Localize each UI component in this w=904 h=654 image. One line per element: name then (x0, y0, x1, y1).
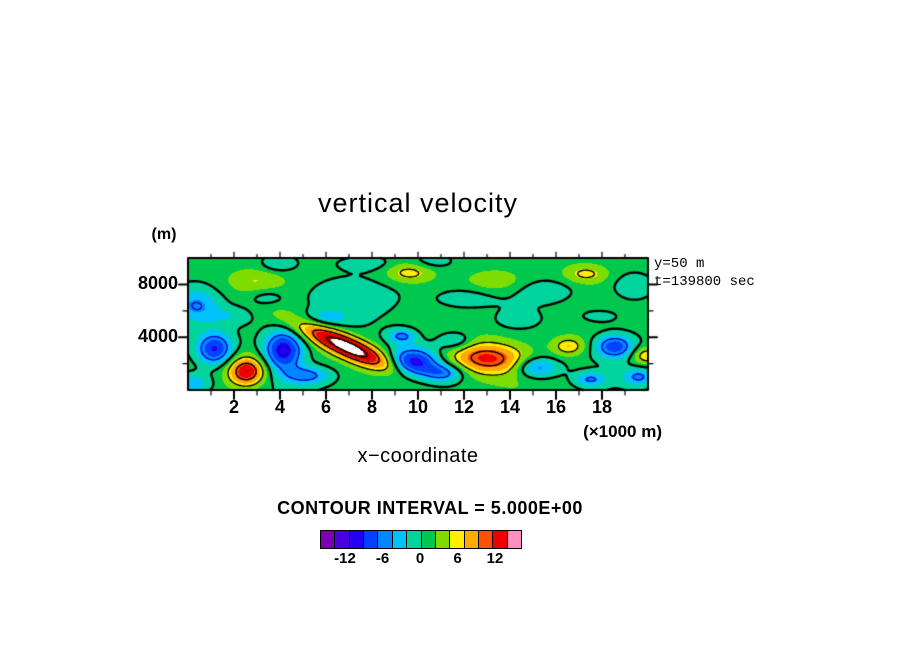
colorbar-cell (321, 531, 336, 548)
x-axis-title: x−coordinate (357, 445, 479, 467)
annotation-y-slice: y=50 m (654, 256, 705, 272)
colorbar-tick-label: 6 (453, 550, 462, 567)
x-axis-unit-label: (×1000 m) (583, 422, 662, 441)
x-tick-label: 18 (591, 397, 613, 417)
x-tick-label: 8 (366, 397, 377, 417)
x-tick-label: 4 (274, 397, 285, 417)
colorbar-tick-label: -12 (334, 550, 356, 567)
colorbar-cell (378, 531, 393, 548)
colorbar-cell (364, 531, 379, 548)
colorbar-cell (450, 531, 465, 548)
colorbar (320, 530, 522, 549)
x-tick-label: 2 (228, 397, 239, 417)
y-tick-label: 8000 (137, 273, 178, 294)
colorbar-cell (478, 531, 494, 548)
x-tick-label: 16 (545, 397, 567, 417)
colorbar-cell (335, 531, 350, 548)
colorbar-cell (464, 531, 479, 548)
colorbar-tick-label: -6 (375, 550, 390, 567)
chart-title: vertical velocity (317, 188, 519, 218)
colorbar-cell (407, 531, 422, 548)
y-axis-unit-label: (m) (151, 226, 177, 243)
colorbar-tick-label: 12 (486, 550, 504, 567)
colorbar-cell (392, 531, 408, 548)
contour-interval-label: CONTOUR INTERVAL = 5.000E+00 (277, 498, 583, 518)
colorbar-cell (507, 531, 522, 548)
annotation-time: t=139800 sec (654, 274, 755, 290)
y-tick-label: 4000 (137, 326, 178, 347)
x-tick-label: 6 (320, 397, 331, 417)
colorbar-cell (349, 531, 365, 548)
x-tick-label: 10 (407, 397, 429, 417)
colorbar-cell (493, 531, 508, 548)
colorbar-tick-label: 0 (415, 550, 425, 567)
colorbar-cell (421, 531, 436, 548)
contour-plot-canvas (168, 248, 668, 420)
colorbar-cell (435, 531, 451, 548)
x-tick-label: 12 (453, 397, 475, 417)
x-tick-label: 14 (499, 397, 521, 417)
